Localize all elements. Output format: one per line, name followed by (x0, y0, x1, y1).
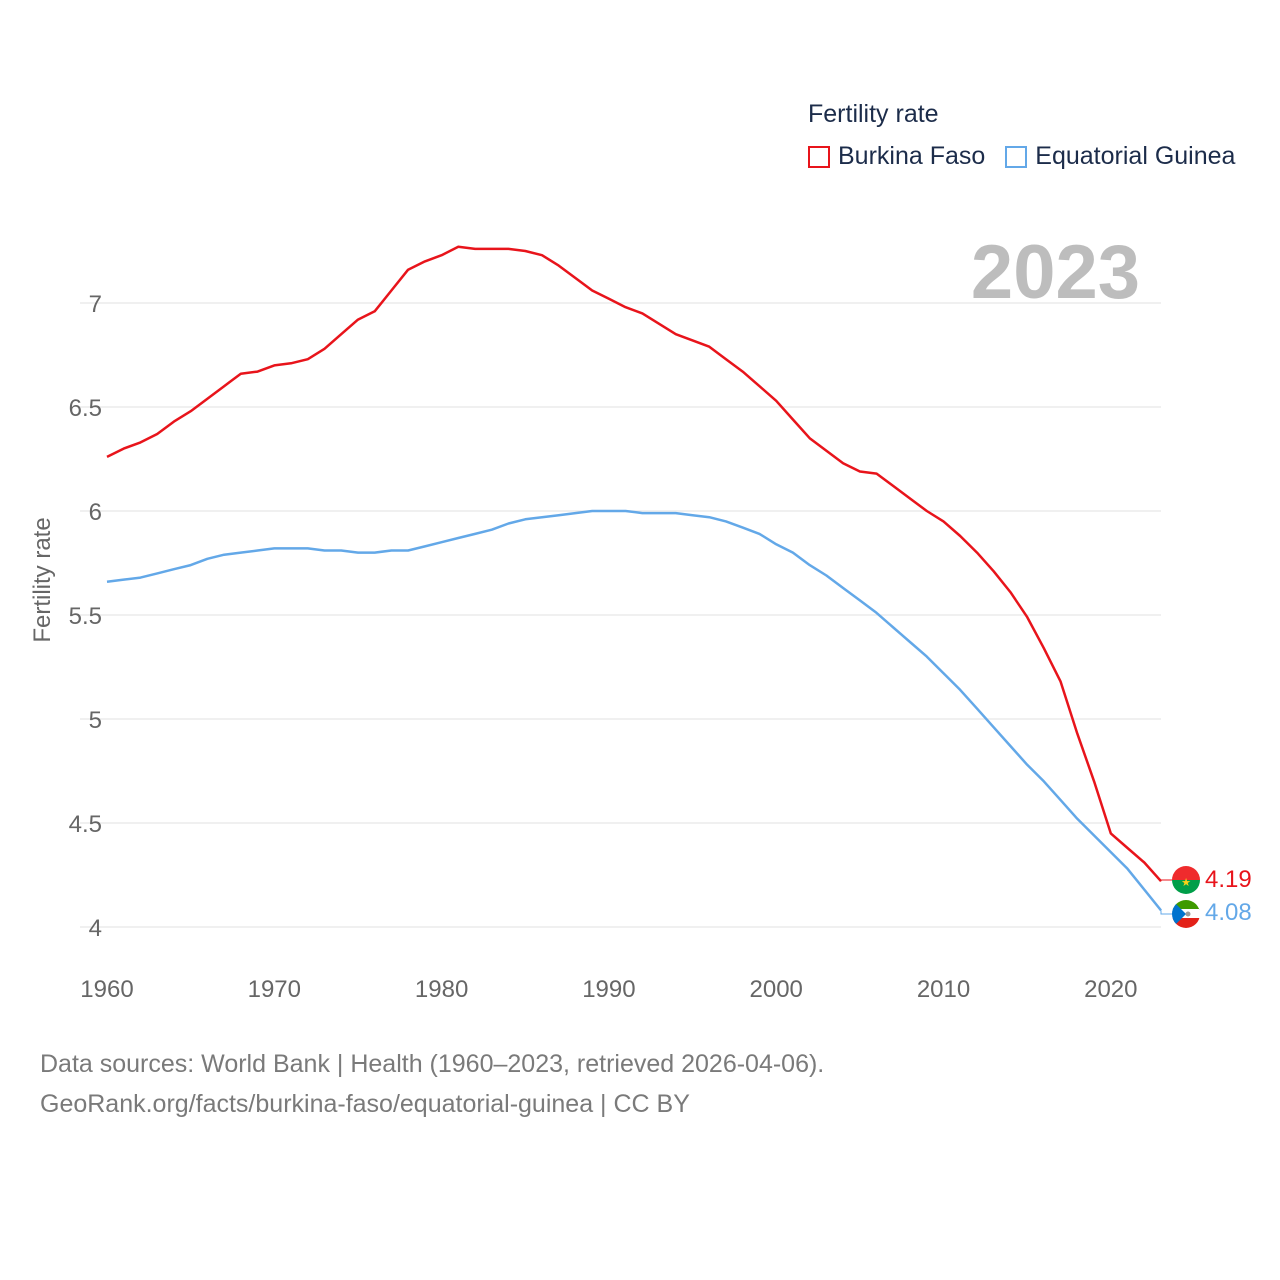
y-tick-label: 5 (89, 707, 102, 734)
legend-item-equatorial-guinea[interactable]: Equatorial Guinea (1005, 142, 1235, 171)
legend-swatch-burkina-faso (808, 145, 830, 168)
series-lines (106, 245, 1172, 915)
x-tick-label: 2010 (917, 976, 970, 1003)
x-axis-ticks: 1960 1970 1980 1990 2000 2010 2020 (80, 976, 1137, 1003)
legend: Burkina Faso Equatorial Guinea (808, 142, 1255, 171)
x-tick-label: 1990 (582, 976, 635, 1003)
x-tick-label: 1960 (80, 976, 133, 1003)
footer-link[interactable]: GeoRank.org/facts/burkina-faso/equatoria… (40, 1090, 690, 1118)
series-line-burkina-faso[interactable] (106, 245, 1162, 883)
legend-title: Fertility rate (808, 100, 939, 128)
x-tick-label: 1980 (415, 976, 468, 1003)
year-label: 2023 (971, 230, 1140, 315)
end-label-equatorial-guinea: 4.08 (1205, 899, 1252, 926)
svg-text:★: ★ (1181, 877, 1191, 889)
footer: Data sources: World Bank | Health (1960–… (40, 1044, 824, 1124)
y-tick-label: 6 (89, 499, 102, 526)
end-label-burkina-faso: 4.19 (1205, 866, 1252, 893)
gridlines (80, 302, 1161, 928)
end-connector (1160, 879, 1172, 882)
x-tick-label: 2020 (1084, 976, 1137, 1003)
y-axis-label: Fertility rate (29, 517, 56, 642)
end-connector (1160, 910, 1172, 915)
y-tick-label: 7 (89, 291, 102, 318)
line-chart: 4 4.5 5 5.5 6 6.5 7 1960 1970 1980 1990 2000 2010 20… (29, 230, 1252, 1003)
burkina-faso-flag-icon: ★ (1172, 866, 1200, 894)
y-tick-label: 4.5 (69, 811, 102, 838)
end-markers: ★ 4.19 4.08 (1172, 866, 1252, 928)
x-tick-label: 2000 (750, 976, 803, 1003)
equatorial-guinea-flag-icon (1172, 900, 1200, 928)
legend-swatch-equatorial-guinea (1005, 145, 1028, 168)
y-tick-label: 5.5 (69, 603, 102, 630)
footer-sources: Data sources: World Bank | Health (1960–… (40, 1050, 825, 1078)
legend-label-burkina-faso: Burkina Faso (838, 142, 986, 170)
x-tick-label: 1970 (248, 976, 301, 1003)
y-axis-ticks: 4 4.5 5 5.5 6 6.5 7 (69, 291, 102, 942)
y-tick-label: 4 (89, 915, 102, 942)
series-line-equatorial-guinea[interactable] (106, 509, 1162, 912)
legend-label-equatorial-guinea: Equatorial Guinea (1035, 142, 1236, 170)
legend-item-burkina-faso[interactable]: Burkina Faso (808, 142, 985, 171)
y-tick-label: 6.5 (69, 395, 102, 422)
